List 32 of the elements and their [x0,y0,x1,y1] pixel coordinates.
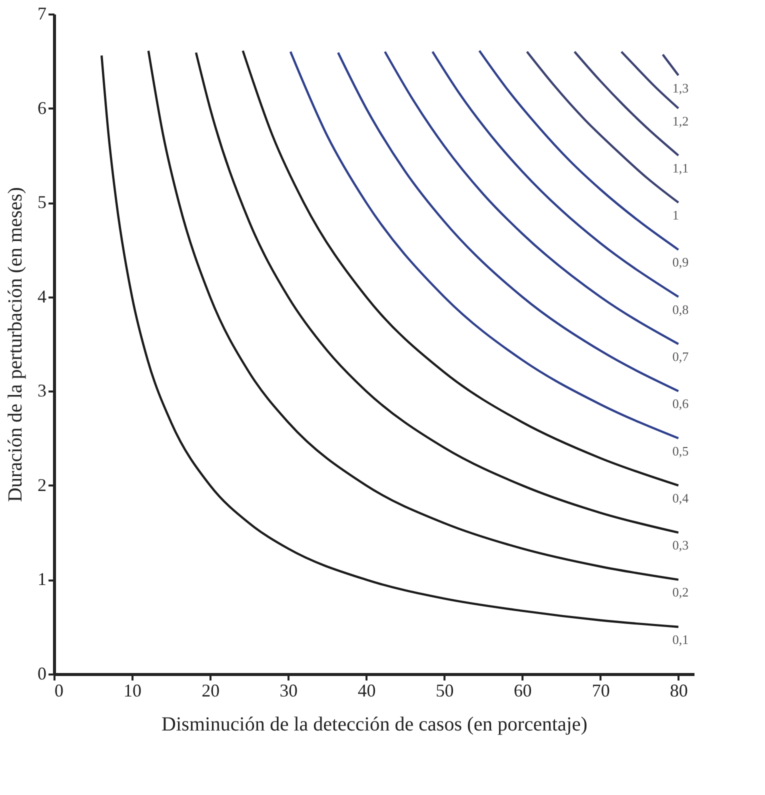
series-label: 0,6 [672,396,690,412]
y-tick-label: 7 [38,4,46,24]
x-tick-label: 30 [280,680,298,700]
series-label: 0,8 [672,302,689,317]
x-tick-label: 10 [124,680,142,700]
y-tick-label: 5 [38,192,46,212]
series-label: 1,2 [672,113,689,128]
x-tick-label: 50 [436,680,454,700]
series-label: 0,2 [672,584,689,600]
series-label: 1,1 [672,160,689,176]
series-label: 0,9 [672,254,689,270]
series-label: 0,1 [672,632,689,647]
x-axis-title: Disminución de la detección de casos (en porcentaje) [162,714,588,736]
y-tick-label: 0 [38,664,46,684]
series-label: 0,4 [672,490,690,506]
x-tick-label: 60 [514,680,532,700]
series-label: 1 [672,208,679,223]
series-label: 0,5 [672,443,689,458]
x-tick-label: 70 [592,680,610,700]
y-tick-label: 3 [38,380,46,401]
x-tick-label: 20 [202,680,220,700]
x-tick-label: 0 [54,680,64,700]
y-axis-title: Duración de la perturbación (en meses) [4,187,26,502]
y-tick-label: 1 [38,569,46,590]
x-tick-label: 40 [358,680,376,700]
series-label: 0,3 [672,538,689,553]
y-tick-label: 4 [38,286,46,306]
y-tick-label: 6 [38,98,46,118]
series-label: 1,3 [672,80,689,96]
x-tick-label: 80 [670,680,688,700]
series-label: 0,7 [672,349,690,364]
y-tick-label: 2 [38,474,46,495]
